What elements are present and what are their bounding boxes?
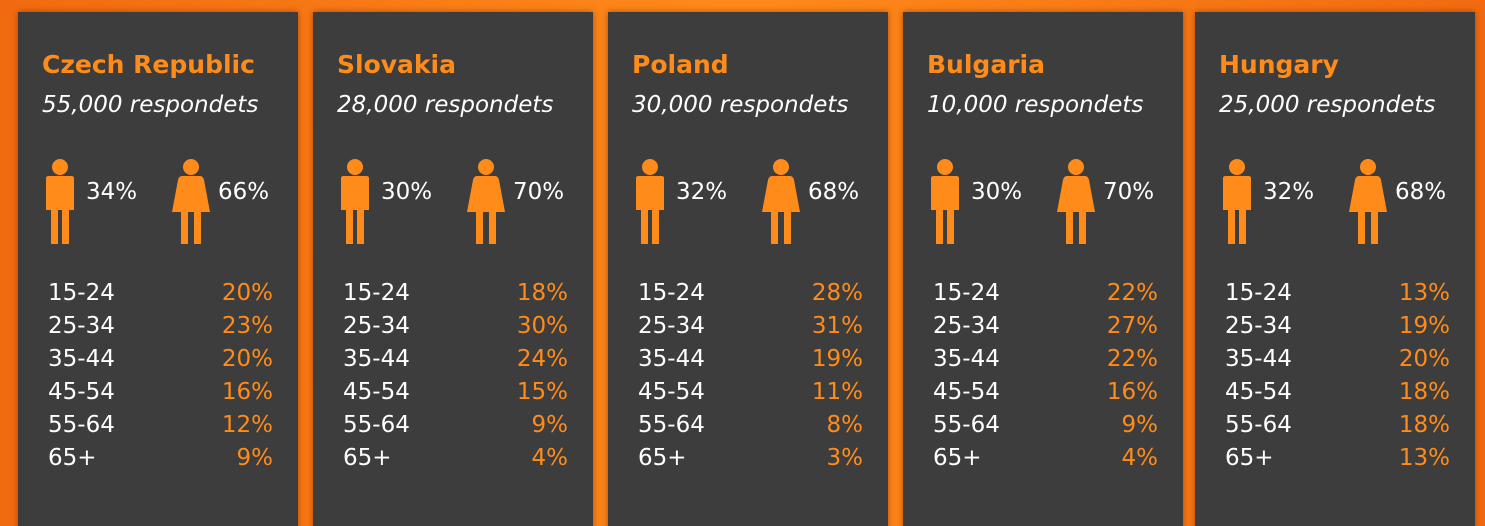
country-name: Slovakia (337, 50, 456, 79)
age-group: 45-54 (1225, 379, 1292, 405)
respondents: 25,000 respondets (1219, 92, 1436, 118)
age-group: 15-24 (48, 280, 115, 306)
age-group: 25-34 (48, 313, 115, 339)
female-share: 68% (808, 179, 860, 205)
age-share: 13% (1398, 280, 1450, 306)
male-share: 32% (1263, 179, 1315, 205)
age-group: 45-54 (48, 379, 115, 405)
age-group: 45-54 (343, 379, 410, 405)
age-share: 11% (811, 379, 863, 405)
age-share: 20% (221, 346, 273, 372)
age-share: 30% (516, 313, 568, 339)
female-share: 66% (218, 179, 270, 205)
age-group: 45-54 (638, 379, 705, 405)
age-share: 22% (1106, 280, 1158, 306)
age-group: 65+ (48, 445, 97, 471)
male-icon (636, 159, 664, 244)
age-group: 15-24 (638, 280, 705, 306)
country-panel: Slovakia 28,000 respondets 30% 70% 15-24 18% 2… (313, 12, 593, 526)
male-icon (931, 159, 959, 244)
age-group: 15-24 (933, 280, 1000, 306)
male-icon (46, 159, 74, 244)
age-group: 15-24 (1225, 280, 1292, 306)
age-share: 22% (1106, 346, 1158, 372)
respondents: 55,000 respondets (42, 92, 259, 118)
age-share: 3% (826, 445, 864, 471)
country-panel: Hungary 25,000 respondets 32% 68% 15-24 13% 25… (1195, 12, 1475, 526)
country-name: Poland (632, 50, 729, 79)
age-share: 19% (1398, 313, 1450, 339)
country-name: Hungary (1219, 50, 1339, 79)
female-icon (467, 159, 505, 244)
country-panel: Czech Republic 55,000 respondets 34% 66% 15-… (18, 12, 298, 526)
female-share: 70% (1103, 179, 1155, 205)
age-share: 4% (1121, 445, 1159, 471)
age-group: 25-34 (343, 313, 410, 339)
age-share: 31% (811, 313, 863, 339)
age-group: 55-64 (933, 412, 1000, 438)
country-panel: Bulgaria 10,000 respondets 30% 70% 15-24 22% 2… (903, 12, 1183, 526)
age-share: 24% (516, 346, 568, 372)
age-share: 20% (221, 280, 273, 306)
female-share: 70% (513, 179, 565, 205)
male-icon (1223, 159, 1251, 244)
age-share: 18% (516, 280, 568, 306)
respondents: 30,000 respondets (632, 92, 849, 118)
age-group: 35-44 (638, 346, 705, 372)
age-share: 9% (531, 412, 569, 438)
age-group: 35-44 (1225, 346, 1292, 372)
male-share: 34% (86, 179, 138, 205)
male-share: 30% (381, 179, 433, 205)
female-icon (1057, 159, 1095, 244)
age-group: 55-64 (638, 412, 705, 438)
age-share: 18% (1398, 379, 1450, 405)
age-group: 65+ (1225, 445, 1274, 471)
age-share: 9% (236, 445, 274, 471)
age-share: 4% (531, 445, 569, 471)
age-group: 55-64 (1225, 412, 1292, 438)
country-name: Czech Republic (42, 50, 255, 79)
age-share: 16% (1106, 379, 1158, 405)
age-share: 20% (1398, 346, 1450, 372)
female-icon (1349, 159, 1387, 244)
age-share: 12% (221, 412, 273, 438)
male-share: 30% (971, 179, 1023, 205)
age-share: 19% (811, 346, 863, 372)
respondents: 28,000 respondets (337, 92, 554, 118)
age-group: 35-44 (343, 346, 410, 372)
age-group: 65+ (933, 445, 982, 471)
age-share: 28% (811, 280, 863, 306)
male-icon (341, 159, 369, 244)
age-group: 55-64 (48, 412, 115, 438)
age-group: 35-44 (933, 346, 1000, 372)
age-share: 8% (826, 412, 864, 438)
age-group: 25-34 (1225, 313, 1292, 339)
age-group: 25-34 (638, 313, 705, 339)
age-share: 9% (1121, 412, 1159, 438)
country-panel: Poland 30,000 respondets 32% 68% 15-24 28% 25-… (608, 12, 888, 526)
age-share: 27% (1106, 313, 1158, 339)
age-share: 13% (1398, 445, 1450, 471)
country-name: Bulgaria (927, 50, 1045, 79)
female-icon (172, 159, 210, 244)
age-share: 16% (221, 379, 273, 405)
female-icon (762, 159, 800, 244)
respondents: 10,000 respondets (927, 92, 1144, 118)
age-group: 35-44 (48, 346, 115, 372)
age-share: 18% (1398, 412, 1450, 438)
age-share: 23% (221, 313, 273, 339)
male-share: 32% (676, 179, 728, 205)
age-group: 25-34 (933, 313, 1000, 339)
age-group: 65+ (343, 445, 392, 471)
age-group: 55-64 (343, 412, 410, 438)
female-share: 68% (1395, 179, 1447, 205)
age-share: 15% (516, 379, 568, 405)
age-group: 65+ (638, 445, 687, 471)
age-group: 15-24 (343, 280, 410, 306)
age-group: 45-54 (933, 379, 1000, 405)
